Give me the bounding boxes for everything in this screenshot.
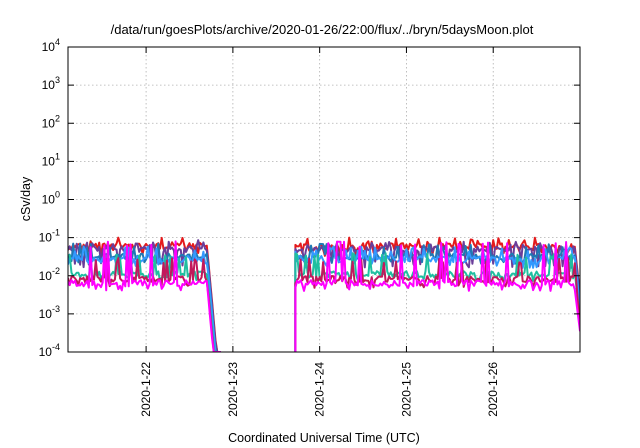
grid-layer <box>68 47 580 352</box>
x-tick-label: 2020-1-24 <box>313 362 327 417</box>
y-tick-label: 101 <box>42 151 60 168</box>
tick-layer: 10-4 10-3 10-2 10-1 100 101 102 103 104 2020-1-22… <box>39 37 580 417</box>
series-line-7 <box>68 240 580 352</box>
y-tick-label: 10-4 <box>39 342 60 359</box>
chart-title: /data/run/goesPlots/archive/2020-01-26/2… <box>111 22 534 37</box>
x-axis-label: Coordinated Universal Time (UTC) <box>228 431 420 445</box>
y-tick-label: 10-3 <box>39 304 60 321</box>
series-line-6 <box>68 257 580 352</box>
x-tick-label: 2020-1-26 <box>486 362 500 417</box>
x-tick-label: 2020-1-22 <box>139 362 153 417</box>
series-layer <box>68 236 580 352</box>
x-tick-label: 2020-1-23 <box>226 362 240 417</box>
y-tick-label: 100 <box>42 190 60 207</box>
y-tick-label: 103 <box>42 75 60 92</box>
y-tick-label: 10-1 <box>39 228 60 245</box>
y-tick-label: 102 <box>42 113 60 130</box>
y-axis-label: cSv/day <box>19 176 33 221</box>
y-tick-label: 10-2 <box>39 266 60 283</box>
x-tick-label: 2020-1-25 <box>399 362 413 417</box>
y-tick-label: 104 <box>42 37 60 54</box>
